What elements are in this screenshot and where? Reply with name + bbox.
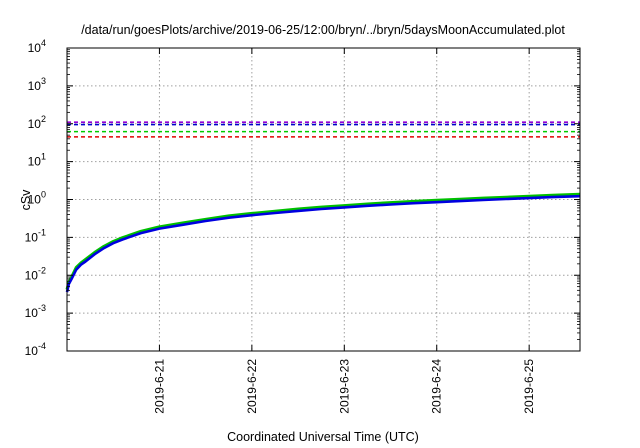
- series-line: [65, 192, 581, 290]
- reference-lines: [67, 121, 580, 138]
- y-tick-label: 104: [28, 38, 46, 55]
- y-tick-labels: 10-4 10-3 10-2 10-1 100 101 102 103 104: [25, 38, 46, 358]
- grid: [67, 48, 580, 351]
- x-tick-label: 2019-6-23: [337, 359, 351, 414]
- y-tick-label: 102: [28, 114, 46, 131]
- x-tick-label: 2019-6-24: [430, 359, 444, 414]
- series-lines: [65, 192, 581, 293]
- y-tick-label: 10-1: [25, 227, 46, 244]
- x-tick-label: 2019-6-22: [245, 359, 259, 414]
- y-tick-label: 10-3: [25, 303, 46, 320]
- series-line: [65, 194, 581, 293]
- y-tick-label: 10-4: [25, 341, 46, 358]
- plot-frame: [66, 47, 581, 352]
- x-axis-label: Coordinated Universal Time (UTC): [227, 430, 419, 444]
- y-tick-label: 100: [28, 190, 46, 207]
- y-tick-label: 103: [28, 76, 46, 93]
- x-tick-label: 2019-6-25: [522, 359, 536, 414]
- y-axis-label: cSv: [19, 189, 33, 211]
- y-tick-label: 101: [28, 152, 46, 169]
- chart-title: /data/run/goesPlots/archive/2019-06-25/1…: [81, 23, 565, 37]
- x-tick-labels: 2019-6-21 2019-6-22 2019-6-23 2019-6-24 2019…: [152, 359, 536, 414]
- y-tick-label: 10-2: [25, 265, 46, 282]
- x-tick-label: 2019-6-21: [152, 359, 166, 414]
